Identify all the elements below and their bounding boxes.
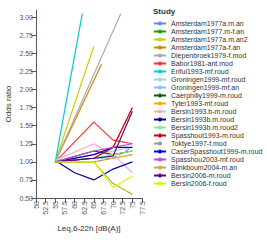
svg-text:72.5: 72.5 (119, 201, 126, 215)
svg-text:Bersin2006-f.roud: Bersin2006-f.roud (171, 180, 227, 187)
svg-text:Bersin1993b.m.roud: Bersin1993b.m.roud (171, 116, 234, 123)
svg-text:Amsterdam1977a.m.an: Amsterdam1977a.m.an (171, 20, 244, 27)
svg-text:2.75: 2.75 (19, 32, 33, 39)
svg-text:52.5: 52.5 (42, 201, 49, 215)
svg-text:Amsterdam1977.m-f.an: Amsterdam1977.m-f.an (171, 28, 244, 35)
svg-text:Amsterdam1977a-f.an: Amsterdam1977a-f.an (171, 44, 240, 51)
svg-text:70: 70 (110, 201, 117, 209)
svg-text:Odds ratio: Odds ratio (4, 85, 13, 122)
svg-text:62.5: 62.5 (81, 201, 88, 215)
svg-text:Bersin1993b.m.roud2: Bersin1993b.m.roud2 (171, 124, 238, 131)
svg-text:Amsterdam1977a.m.an2: Amsterdam1977a.m.an2 (171, 36, 248, 43)
svg-text:Tyter1993-mf.roud: Tyter1993-mf.roud (171, 100, 228, 108)
svg-text:50: 50 (33, 201, 40, 209)
svg-text:Bersin1993.b-m.roud: Bersin1993.b-m.roud (171, 108, 236, 115)
svg-text:2.25: 2.25 (19, 68, 33, 75)
svg-text:77.5: 77.5 (139, 201, 146, 215)
svg-text:60: 60 (71, 201, 78, 209)
svg-text:Diepenbroek1979-f.mod: Diepenbroek1979-f.mod (171, 52, 246, 60)
svg-text:67.5: 67.5 (100, 201, 107, 215)
svg-text:57.5: 57.5 (61, 201, 68, 215)
svg-text:1.25: 1.25 (19, 140, 33, 147)
svg-text:1.50: 1.50 (19, 122, 33, 129)
svg-text:1.75: 1.75 (19, 104, 33, 111)
svg-text:2.00: 2.00 (19, 86, 33, 93)
svg-text:Spasshou2003-mf.roud: Spasshou2003-mf.roud (171, 156, 244, 164)
svg-text:55: 55 (52, 201, 59, 209)
svg-text:Groningen1999-mf.an: Groningen1999-mf.an (171, 84, 239, 92)
svg-text:Leq,6-22h [dB(A)]: Leq,6-22h [dB(A)] (57, 224, 120, 233)
svg-text:1.00: 1.00 (19, 158, 33, 165)
svg-text:Groningen1999-mf.roud: Groningen1999-mf.roud (171, 76, 245, 84)
svg-text:Babor1981-ant.mod: Babor1981-ant.mod (171, 60, 233, 67)
svg-text:Eriful1993-mf.roud: Eriful1993-mf.roud (171, 68, 229, 75)
svg-text:2.50: 2.50 (19, 50, 33, 57)
svg-text:Bersin2006-m.roud: Bersin2006-m.roud (171, 172, 231, 179)
svg-text:Toktye1997-f.mod: Toktye1997-f.mod (171, 140, 227, 148)
svg-text:Blinkboum2004-m.an: Blinkboum2004-m.an (171, 164, 237, 171)
svg-text:3.00: 3.00 (19, 14, 33, 21)
svg-text:0.50: 0.50 (19, 195, 33, 202)
svg-text:Caerphilly1999-m.roud: Caerphilly1999-m.roud (171, 92, 242, 100)
svg-text:Study: Study (153, 7, 176, 16)
svg-text:0.75: 0.75 (19, 176, 33, 183)
svg-text:CaserSpasshout1999-m.roud: CaserSpasshout1999-m.roud (171, 148, 263, 156)
svg-text:75: 75 (129, 201, 136, 209)
svg-text:65: 65 (90, 201, 97, 209)
svg-text:Spasshout1993-m.roud: Spasshout1993-m.roud (171, 132, 244, 140)
